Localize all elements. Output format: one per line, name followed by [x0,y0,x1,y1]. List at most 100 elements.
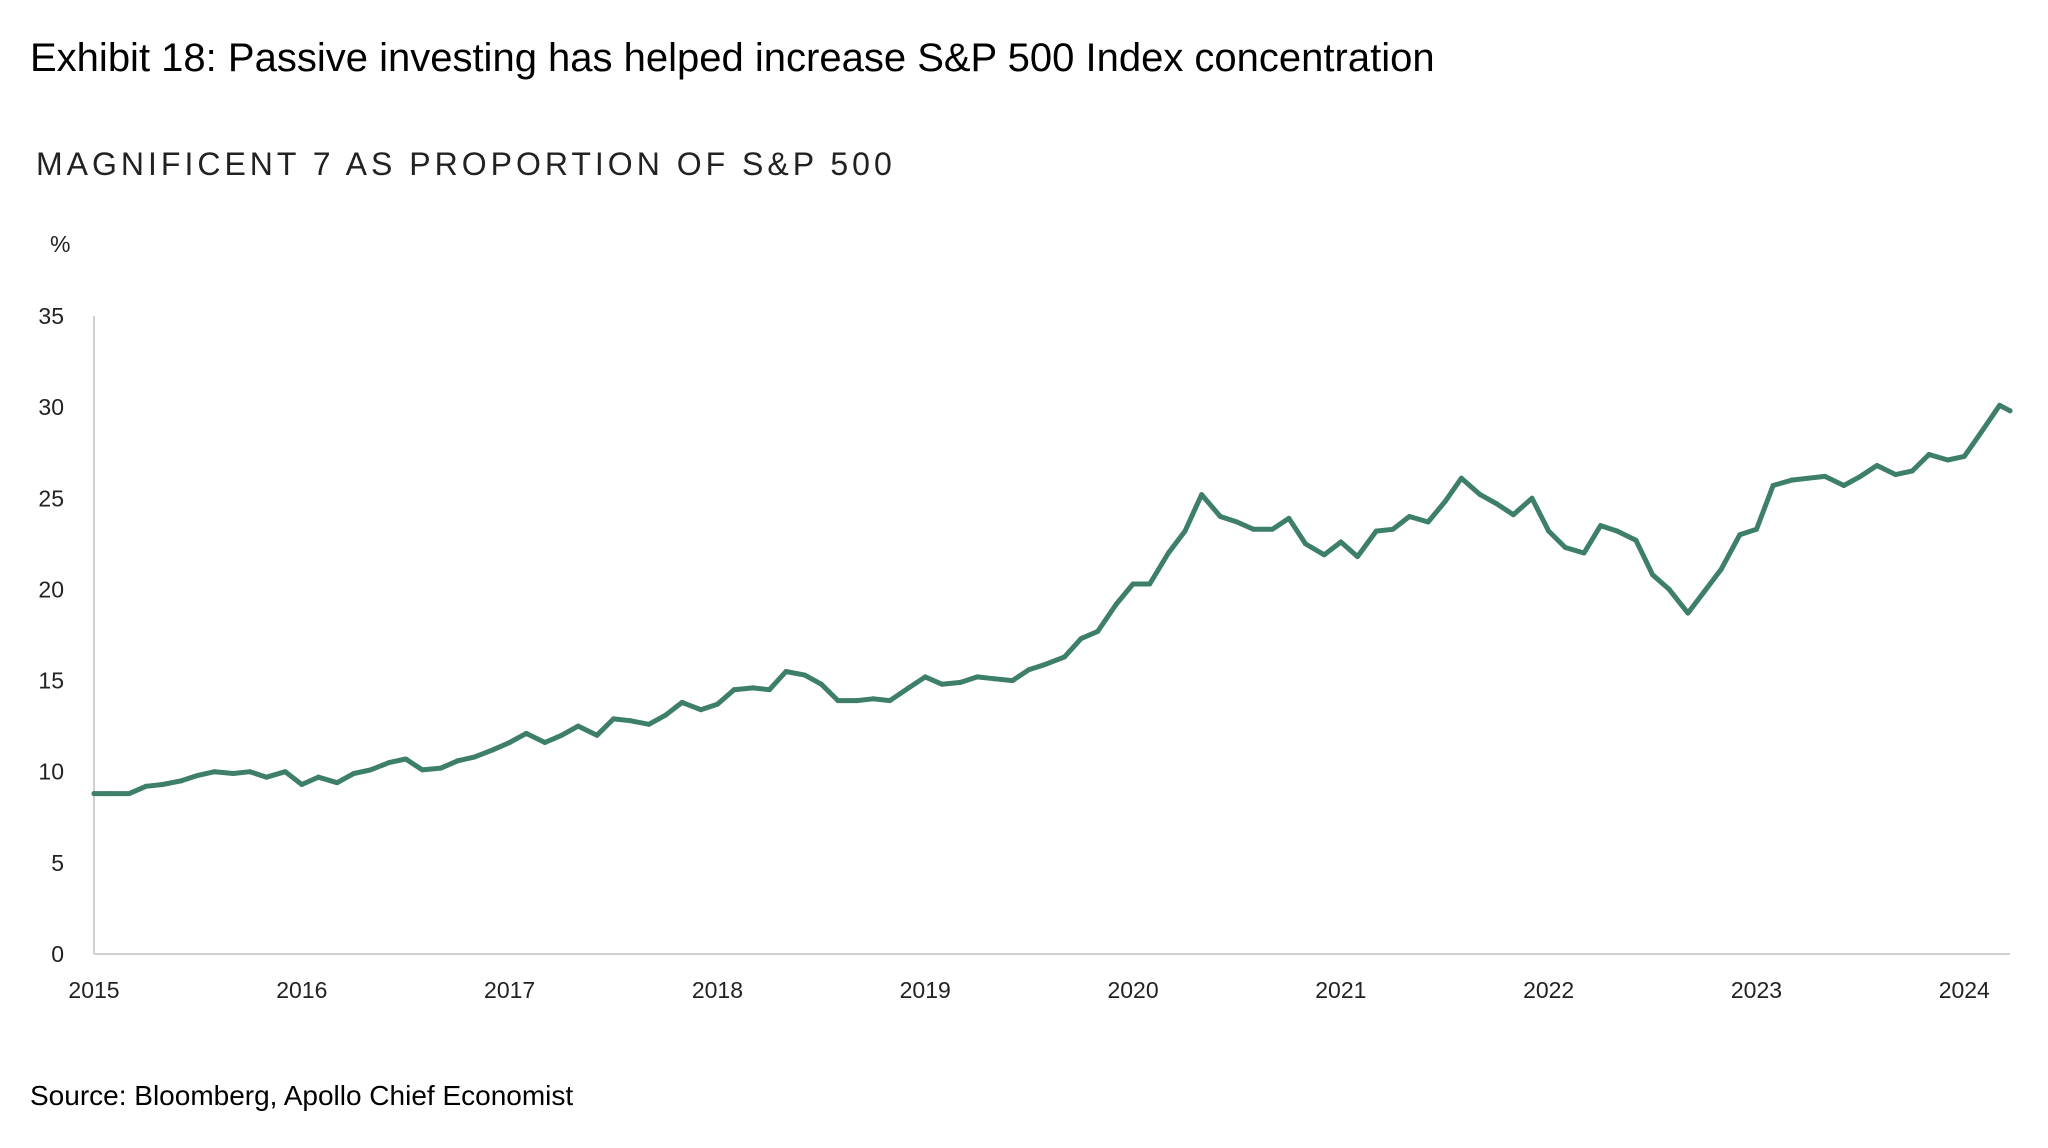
data-point [1598,523,1604,529]
data-point [766,687,772,693]
data-point [1338,539,1344,545]
data-point [854,698,860,704]
data-point [939,681,945,687]
data-point [1113,601,1119,607]
data-point [835,698,841,704]
data-point [247,769,253,775]
data-point [1477,492,1483,498]
data-point [1961,453,1967,459]
y-tick-label: 5 [51,850,64,876]
x-tick-label: 2016 [276,977,327,1003]
data-point [1147,581,1153,587]
data-point [299,781,305,787]
data-point [750,685,756,691]
data-point [627,718,633,724]
data-point [922,674,928,680]
data-point [1718,566,1724,572]
chart-title: MAGNIFICENT 7 AS PROPORTION OF S&P 500 [36,146,896,182]
data-point [282,769,288,775]
data-point [1234,519,1240,525]
x-tick-label: 2018 [692,977,743,1003]
data-point [1945,457,1951,463]
data-point [870,696,876,702]
data-point [315,774,321,780]
data-point [108,791,114,797]
data-point [1614,528,1620,534]
data-point [91,791,97,797]
data-point [611,716,617,722]
data-point [662,712,668,718]
data-point [1789,477,1795,483]
data-point [1666,586,1672,592]
data-point [1909,468,1915,474]
data-point [212,769,218,775]
y-tick-label: 35 [38,303,64,329]
data-point [2007,408,2013,414]
data-point [438,765,444,771]
data-point [1581,550,1587,556]
data-point [1805,475,1811,481]
series-points [91,402,2013,797]
data-point [1685,610,1691,616]
y-tick-label: 25 [38,485,64,511]
data-point [1753,526,1759,532]
data-point [1165,550,1171,556]
data-point [991,676,997,682]
data-point [1633,537,1639,543]
data-point [958,679,964,685]
data-point [559,732,565,738]
data-point [1010,678,1016,684]
y-tick-label: 30 [38,394,64,420]
y-tick-label: 15 [38,668,64,694]
data-point [455,758,461,764]
data-point [1043,661,1049,667]
data-point [419,767,425,773]
data-point [230,771,236,777]
series-line-magnificent-7 [91,402,2013,797]
data-point [1650,572,1656,578]
data-point [403,756,409,762]
x-tick-label: 2017 [484,977,535,1003]
data-point [126,791,132,797]
data-point [1874,462,1880,468]
data-point [1199,492,1205,498]
x-tick-label: 2022 [1523,977,1574,1003]
x-tick-label: 2020 [1107,977,1158,1003]
data-point [1286,515,1292,521]
data-point [471,754,477,760]
data-point [1425,519,1431,525]
data-point [1822,473,1828,479]
data-point [1354,554,1360,560]
data-point [698,707,704,713]
data-point [351,771,357,777]
data-point [178,778,184,784]
data-point [507,740,513,746]
x-axis-ticks: 2015 2016 2017 2018 2019 2020 2021 2022 2023 2024 [68,977,1990,1003]
data-point [1373,528,1379,534]
data-point [334,780,340,786]
data-point [802,672,808,678]
data-point [1737,532,1743,538]
y-tick-label: 10 [38,759,64,785]
data-point [1857,473,1863,479]
data-point [1217,514,1223,520]
data-point [594,732,600,738]
data-point [542,740,548,746]
data-point [1095,628,1101,634]
data-point [646,721,652,727]
x-tick-label: 2024 [1939,977,1990,1003]
data-point [1303,541,1309,547]
data-point [974,674,980,680]
y-tick-label: 0 [51,941,64,967]
data-point [714,701,720,707]
data-point [575,723,581,729]
data-point [1406,514,1412,520]
data-point [1078,636,1084,642]
data-point [1978,430,1984,436]
data-point [1458,475,1464,481]
x-tick-label: 2023 [1731,977,1782,1003]
data-point [143,783,149,789]
data-point [783,668,789,674]
data-point [818,681,824,687]
data-point [1130,581,1136,587]
